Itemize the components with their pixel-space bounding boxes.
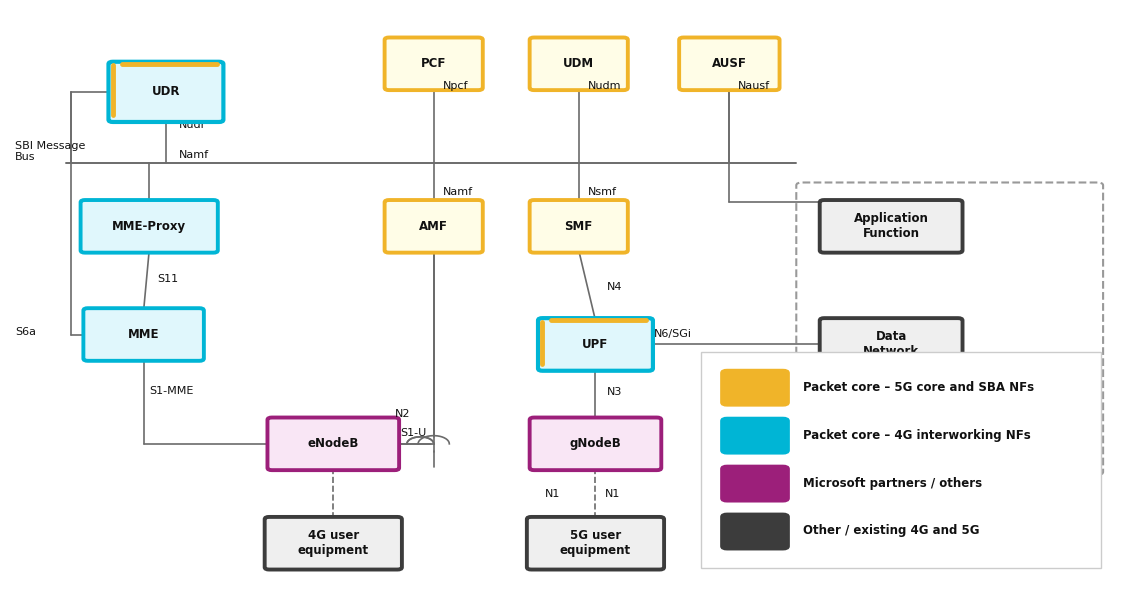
Text: AUSF: AUSF <box>711 58 746 71</box>
FancyBboxPatch shape <box>722 370 788 405</box>
FancyBboxPatch shape <box>819 318 962 371</box>
Text: Namf: Namf <box>443 187 473 197</box>
Text: N2: N2 <box>395 409 410 419</box>
Text: Microsoft partners / others: Microsoft partners / others <box>803 477 982 489</box>
Text: Nsmf: Nsmf <box>588 187 617 197</box>
Text: Nudm: Nudm <box>588 81 622 91</box>
Text: SBI Message
Bus: SBI Message Bus <box>16 141 85 162</box>
Text: Nausf: Nausf <box>738 81 770 91</box>
Text: SMF: SMF <box>564 220 592 233</box>
Text: UDR: UDR <box>152 85 180 98</box>
Text: Namf: Namf <box>180 150 209 160</box>
FancyBboxPatch shape <box>264 517 402 569</box>
FancyBboxPatch shape <box>527 517 664 569</box>
Text: N1: N1 <box>545 489 561 499</box>
Text: MME: MME <box>128 328 160 341</box>
FancyBboxPatch shape <box>722 418 788 453</box>
FancyBboxPatch shape <box>83 308 203 361</box>
FancyBboxPatch shape <box>722 466 788 501</box>
Text: S1-MME: S1-MME <box>149 386 193 396</box>
Text: N4: N4 <box>607 282 622 292</box>
FancyBboxPatch shape <box>529 37 628 90</box>
Text: eNodeB: eNodeB <box>308 437 359 450</box>
Text: S6a: S6a <box>16 327 36 337</box>
Text: Packet core – 4G interworking NFs: Packet core – 4G interworking NFs <box>803 429 1031 442</box>
FancyBboxPatch shape <box>701 352 1100 568</box>
FancyBboxPatch shape <box>529 200 628 253</box>
Text: AMF: AMF <box>419 220 448 233</box>
Text: S1-U: S1-U <box>400 428 426 438</box>
Text: Other / existing 4G and 5G: Other / existing 4G and 5G <box>803 524 979 537</box>
Text: UPF: UPF <box>582 338 608 351</box>
Text: Service provider or
private enterprise: Service provider or private enterprise <box>815 438 915 459</box>
FancyBboxPatch shape <box>819 200 962 253</box>
FancyBboxPatch shape <box>722 514 788 549</box>
FancyBboxPatch shape <box>538 318 653 371</box>
Text: Packet core – 5G core and SBA NFs: Packet core – 5G core and SBA NFs <box>803 381 1034 394</box>
Text: Application
Function: Application Function <box>854 212 928 240</box>
Text: gNodeB: gNodeB <box>570 437 622 450</box>
Text: 4G user
equipment: 4G user equipment <box>298 529 369 557</box>
Text: N6/SGi: N6/SGi <box>654 329 692 339</box>
FancyBboxPatch shape <box>679 37 780 90</box>
Text: N1: N1 <box>605 489 619 499</box>
FancyBboxPatch shape <box>268 417 399 470</box>
Text: 5G user
equipment: 5G user equipment <box>560 529 631 557</box>
Text: S11: S11 <box>157 274 178 284</box>
Text: Npcf: Npcf <box>443 81 468 91</box>
Text: UDM: UDM <box>563 58 595 71</box>
FancyBboxPatch shape <box>384 37 483 90</box>
Text: Nudr: Nudr <box>180 120 207 130</box>
Text: Data
Network: Data Network <box>863 330 919 358</box>
FancyBboxPatch shape <box>109 62 224 122</box>
Text: PCF: PCF <box>422 58 446 71</box>
FancyBboxPatch shape <box>529 417 661 470</box>
FancyBboxPatch shape <box>81 200 218 253</box>
Text: MME-Proxy: MME-Proxy <box>112 220 187 233</box>
FancyBboxPatch shape <box>384 200 483 253</box>
Text: N3: N3 <box>607 387 622 397</box>
